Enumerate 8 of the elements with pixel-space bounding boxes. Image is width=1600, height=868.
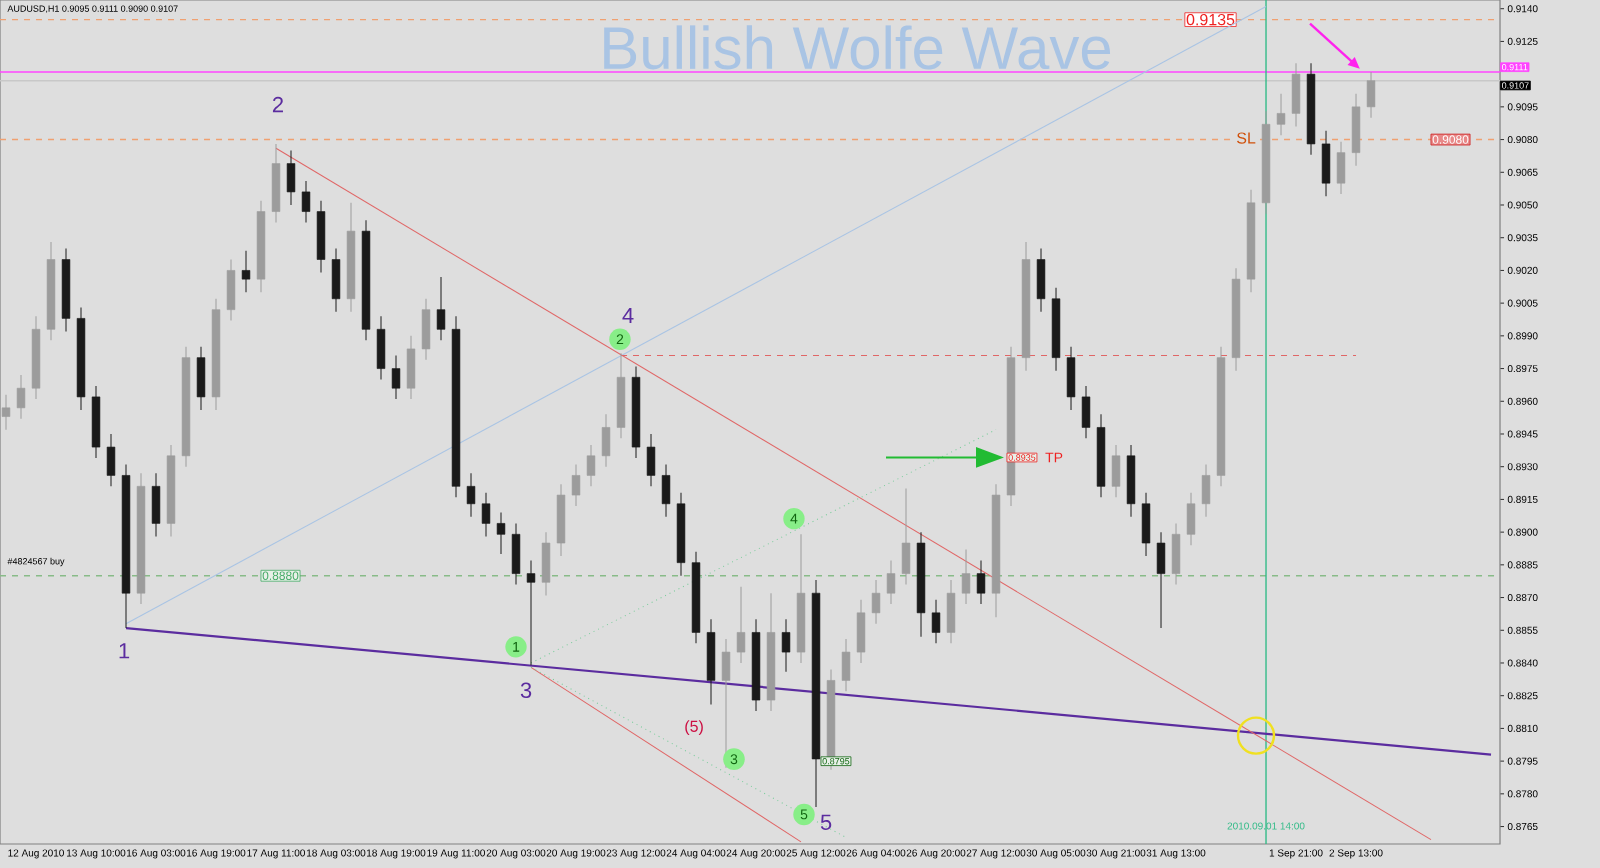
annotation: 1 xyxy=(119,643,130,659)
annotation: (5) xyxy=(685,720,703,736)
annotation: 3 xyxy=(520,682,532,699)
ref-line-label: 0.9135 xyxy=(1186,13,1235,26)
annotation: SL xyxy=(1237,132,1256,144)
annotation: 4 xyxy=(622,307,634,324)
annotation: 5 xyxy=(820,814,832,830)
annotation: 2 xyxy=(272,96,283,113)
